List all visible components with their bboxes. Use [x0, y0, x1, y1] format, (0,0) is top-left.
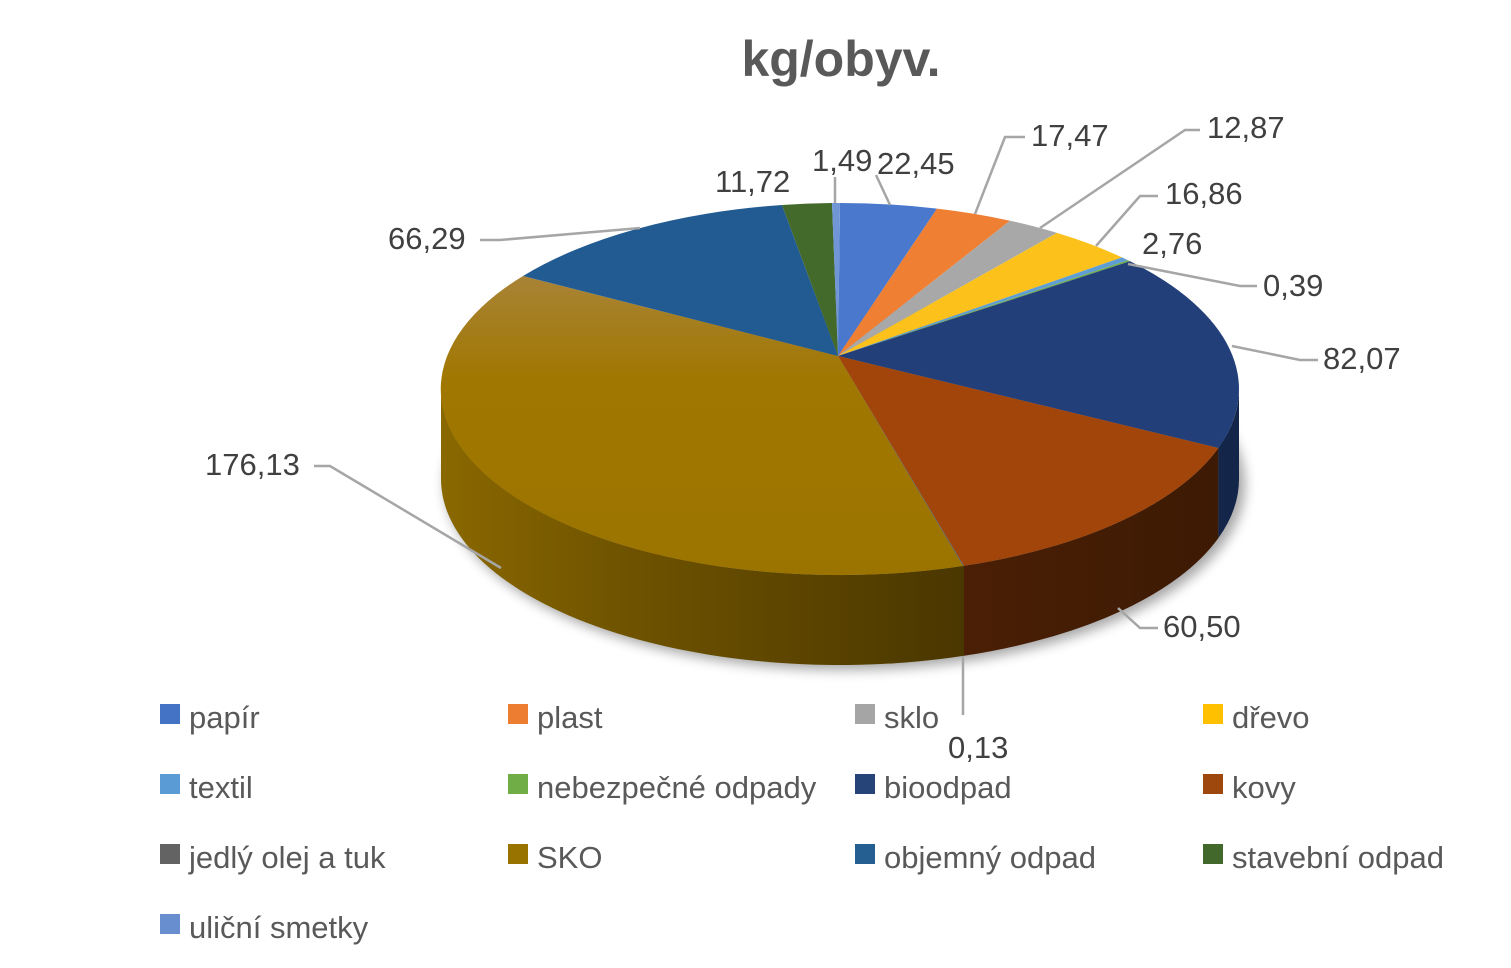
pie-side-walls — [441, 389, 1239, 666]
legend-label: nebezpečné odpady — [537, 770, 817, 805]
legend-label: plast — [537, 700, 603, 735]
legend-swatch-icon — [855, 704, 875, 724]
legend-swatch-icon — [160, 774, 180, 794]
legend-item-nebezpecne-odpady[interactable]: nebezpečné odpady — [508, 772, 816, 803]
label-plast: 17,47 — [1031, 118, 1109, 153]
legend-item-bioodpad[interactable]: bioodpad — [855, 772, 1012, 803]
leader-sko — [314, 464, 502, 570]
leader-kovy — [1117, 607, 1158, 630]
slice-nebezpecne-odpady[interactable] — [838, 260, 1130, 356]
leader-papir — [874, 174, 892, 206]
legend-label: SKO — [537, 840, 603, 875]
legend-item-kovy[interactable]: kovy — [1203, 772, 1296, 803]
label-jedly-olej-a-tuk: 0,13 — [948, 730, 1009, 765]
legend-label: kovy — [1232, 770, 1296, 805]
label-textil: 2,76 — [1142, 226, 1203, 261]
label-stavebni-odpad: 11,72 — [715, 164, 791, 199]
legend-item-sko[interactable]: SKO — [508, 842, 602, 873]
legend-item-objemny-odpad[interactable]: objemný odpad — [855, 842, 1096, 873]
legend-label: jedlý olej a tuk — [189, 840, 386, 875]
slice-ulicni-smetky[interactable] — [832, 202, 840, 356]
legend-item-stavebni-odpad[interactable]: stavební odpad — [1203, 842, 1444, 873]
slice-drevo[interactable] — [838, 232, 1122, 356]
legend-label: sklo — [884, 700, 940, 735]
legend-item-sklo[interactable]: sklo — [855, 702, 939, 733]
leader-objemny — [480, 226, 641, 242]
leader-lines — [314, 128, 1318, 715]
slice-side-sko — [441, 389, 964, 666]
legend-label: papír — [189, 700, 260, 735]
label-bioodpad: 82,07 — [1323, 341, 1401, 376]
leader-bioodpad — [1231, 344, 1318, 362]
label-kovy: 60,50 — [1163, 609, 1241, 644]
slice-sklo[interactable] — [838, 220, 1057, 356]
slice-jedly-olej-a-tuk[interactable] — [838, 356, 964, 566]
slice-objemny-odpad[interactable] — [523, 205, 838, 356]
slice-papir[interactable] — [838, 203, 937, 356]
legend-swatch-icon — [508, 844, 528, 864]
label-nebezpecne-odpady: 0,39 — [1263, 268, 1324, 303]
legend-label: uliční smetky — [189, 910, 369, 945]
legend-item-papir[interactable]: papír — [160, 702, 260, 733]
legend-item-ulicni-smetky[interactable]: uliční smetky — [160, 912, 368, 943]
slice-side-bioodpad — [1218, 389, 1239, 538]
legend-item-plast[interactable]: plast — [508, 702, 602, 733]
legend-label: textil — [189, 770, 253, 805]
slice-plast[interactable] — [838, 208, 1010, 356]
leader-drevo — [1095, 194, 1158, 247]
slice-side-kovy — [964, 448, 1219, 656]
legend-swatch-icon — [1203, 704, 1223, 724]
slice-sko[interactable] — [440, 276, 963, 576]
legend-swatch-icon — [508, 704, 528, 724]
legend-swatch-icon — [855, 844, 875, 864]
slice-stavebni-odpad[interactable] — [782, 203, 838, 356]
label-sko: 176,13 — [205, 447, 300, 482]
legend-item-textil[interactable]: textil — [160, 772, 253, 803]
legend-label: stavební odpad — [1232, 840, 1445, 875]
legend-swatch-icon — [855, 774, 875, 794]
legend-label: objemný odpad — [884, 840, 1096, 875]
legend-swatch-icon — [1203, 774, 1223, 794]
label-ulicni-smetky: 1,49 — [812, 143, 873, 178]
pie-top-face — [440, 202, 1239, 576]
label-drevo: 16,86 — [1165, 176, 1243, 211]
legend-swatch-icon — [160, 914, 180, 934]
label-objemny-odpad: 66,29 — [388, 221, 466, 256]
legend-label: bioodpad — [884, 770, 1012, 805]
chart-title: kg/obyv. — [741, 31, 941, 87]
legend-item-drevo[interactable]: dřevo — [1203, 702, 1310, 733]
legend-swatch-icon — [160, 704, 180, 724]
slice-textil[interactable] — [838, 257, 1128, 356]
leader-sklo — [1039, 128, 1200, 230]
label-papir: 22,45 — [877, 146, 955, 181]
legend-swatch-icon — [508, 774, 528, 794]
slice-bioodpad[interactable] — [838, 261, 1239, 448]
legend-label: dřevo — [1232, 700, 1310, 735]
slice-kovy[interactable] — [838, 356, 1219, 566]
legend-item-jedly-olej-a-tuk[interactable]: jedlý olej a tuk — [160, 842, 385, 873]
legend-swatch-icon — [160, 844, 180, 864]
label-sklo: 12,87 — [1207, 110, 1285, 145]
leader-plast — [973, 135, 1025, 215]
legend-swatch-icon — [1203, 844, 1223, 864]
leader-nebezpecne — [1127, 262, 1257, 288]
